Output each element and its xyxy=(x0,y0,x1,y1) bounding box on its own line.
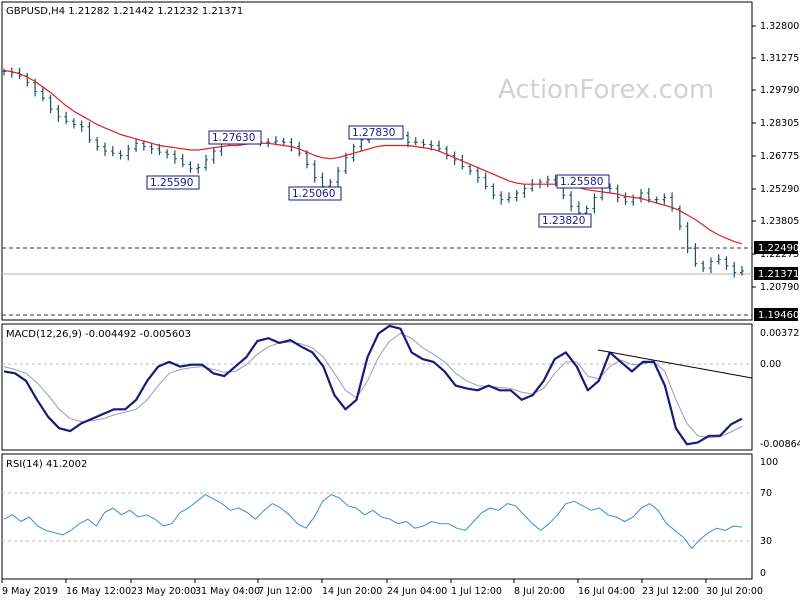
macd-panel-frame xyxy=(1,323,753,451)
y-tick-label: 1.28305 xyxy=(760,118,799,129)
label-swing-low: 1.25060 xyxy=(292,188,335,200)
x-tick-label: 1 Jul 12:00 xyxy=(451,586,502,597)
price-annotations: 1.27630 1.27830 1.25590 1.25060 1.25580 … xyxy=(146,125,610,228)
x-tick-label: 30 Jul 20:00 xyxy=(706,586,763,597)
resistance-price-tag-label: 1.22490 xyxy=(758,243,799,254)
label-swing-high: 1.27630 xyxy=(212,132,255,144)
label-box xyxy=(348,125,404,140)
macd-trendline xyxy=(597,349,753,379)
x-tick-label: 7 Jun 12:00 xyxy=(258,586,312,597)
watermark-text: ActionForex.com xyxy=(498,75,714,105)
y-tick-label: 1.22275 xyxy=(760,249,799,260)
y-tick-label: 1.31275 xyxy=(760,53,799,64)
moving-average-line xyxy=(3,69,743,245)
y-tick-label: 1.26775 xyxy=(760,151,799,162)
y-tick-label: 1.32800 xyxy=(760,21,799,32)
macd-y-label-bottom: -0.008643 xyxy=(760,439,800,450)
price-panel-frame xyxy=(1,1,753,321)
rsi-panel-header: RSI(14) 41.2002 xyxy=(6,459,87,470)
label-swing-high: 1.25580 xyxy=(560,176,603,188)
label-swing-high: 1.27830 xyxy=(352,127,395,139)
price-y-axis: 1.32800 1.31275 1.29790 1.28305 1.26775 … xyxy=(752,21,799,293)
last-price-tag xyxy=(754,267,798,280)
label-box xyxy=(538,213,592,228)
support-price-tag xyxy=(754,308,798,321)
x-tick-label: 16 Jul 04:00 xyxy=(578,586,635,597)
x-axis: 9 May 2019 16 May 12:00 23 May 20:00 31 … xyxy=(1,579,763,597)
rsi-y-label-100: 100 xyxy=(760,457,778,468)
price-panel-header: GBPUSD,H4 1.21282 1.21442 1.21232 1.2137… xyxy=(6,6,243,17)
x-tick-label: 14 Jun 20:00 xyxy=(322,586,382,597)
rsi-y-label-70: 70 xyxy=(760,488,772,499)
macd-y-label-zero: 0.00 xyxy=(760,359,781,370)
resistance-price-tag xyxy=(754,241,798,254)
price-plot xyxy=(2,67,744,278)
x-tick-label: 9 May 2019 xyxy=(2,586,58,597)
rsi-panel-frame xyxy=(1,453,753,580)
label-box xyxy=(288,186,342,201)
label-swing-low: 1.25590 xyxy=(150,177,193,189)
rsi-y-label-30: 30 xyxy=(760,536,772,547)
label-box xyxy=(208,130,262,145)
label-box xyxy=(146,175,200,190)
macd-line xyxy=(3,324,743,446)
rsi-y-label-0: 0 xyxy=(760,568,766,579)
x-tick-label: 23 May 20:00 xyxy=(131,586,196,597)
support-price-tag-label: 1.19460 xyxy=(758,310,799,321)
x-tick-label: 31 May 04:00 xyxy=(195,586,260,597)
rsi-line xyxy=(3,494,743,549)
x-tick-label: 16 May 12:00 xyxy=(66,586,131,597)
macd-panel-header: MACD(12,26,9) -0.004492 -0.005603 xyxy=(6,329,191,340)
macd-plot xyxy=(3,324,743,446)
last-price-tag-label: 1.21371 xyxy=(758,269,799,280)
y-tick-label: 1.20790 xyxy=(760,282,799,293)
y-tick-label: 1.23805 xyxy=(760,216,799,227)
macd-y-label-top: 0.003722 xyxy=(760,328,800,339)
x-tick-label: 23 Jul 12:00 xyxy=(642,586,699,597)
x-tick-label: 24 Jun 04:00 xyxy=(387,586,447,597)
y-tick-label: 1.29790 xyxy=(760,85,799,96)
label-box xyxy=(556,174,610,189)
label-swing-low: 1.23820 xyxy=(542,215,585,227)
rsi-plot xyxy=(3,494,743,549)
y-tick-label: 1.25290 xyxy=(760,184,799,195)
x-tick-label: 8 Jul 20:00 xyxy=(514,586,565,597)
